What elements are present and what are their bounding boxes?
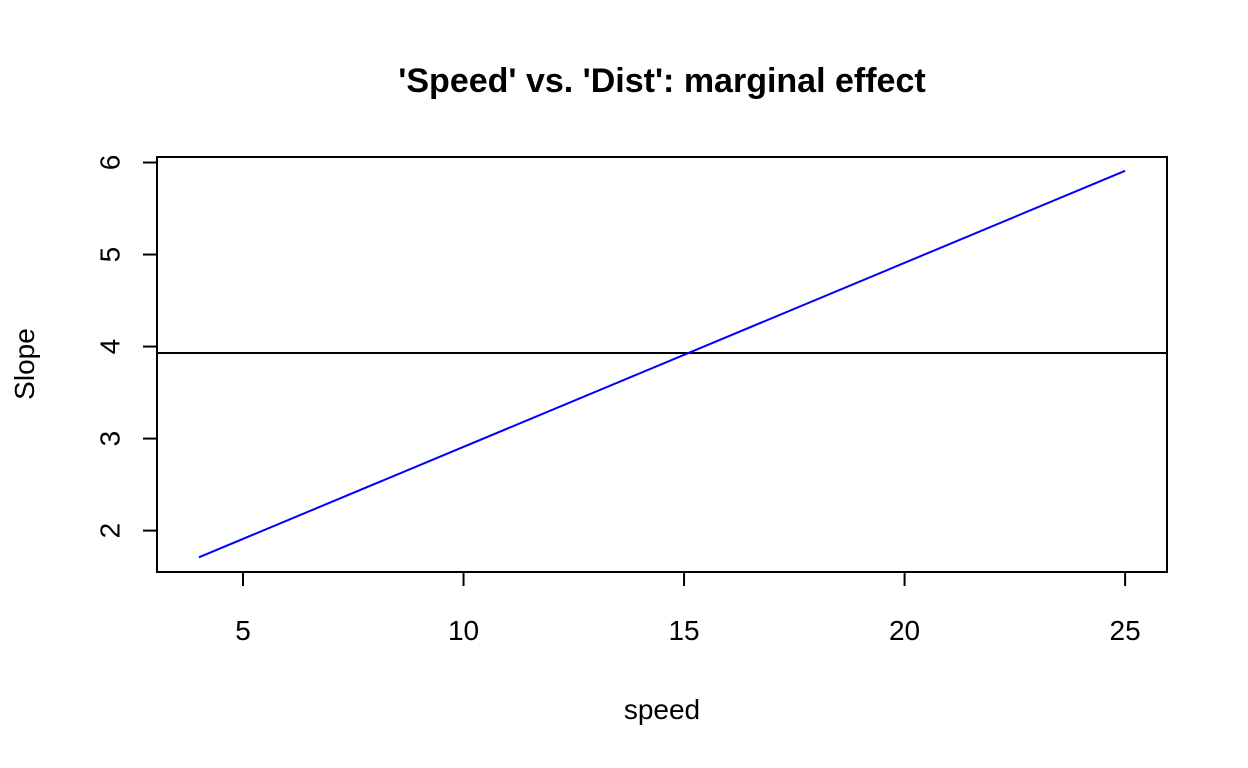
y-tick-label: 4 xyxy=(94,339,125,355)
y-tick-label: 6 xyxy=(94,155,125,171)
plot-frame xyxy=(156,156,1168,573)
x-axis-label: speed xyxy=(624,694,700,725)
y-tick-label: 2 xyxy=(94,523,125,539)
y-axis: 2 3 4 5 6 xyxy=(94,155,157,539)
x-tick-label: 15 xyxy=(668,615,699,646)
x-axis: 5 10 15 20 25 xyxy=(235,572,1141,646)
y-tick-label: 5 xyxy=(94,247,125,263)
x-tick-label: 5 xyxy=(235,615,251,646)
chart-title: 'Speed' vs. 'Dist': marginal effect xyxy=(398,62,925,100)
series-line xyxy=(198,169,1126,559)
x-tick-label: 20 xyxy=(889,615,920,646)
x-tick-label: 10 xyxy=(448,615,479,646)
y-axis-label: Slope xyxy=(9,328,40,400)
y-tick-label: 3 xyxy=(94,431,125,447)
plot-lines xyxy=(157,169,1167,559)
x-tick-label: 25 xyxy=(1110,615,1141,646)
